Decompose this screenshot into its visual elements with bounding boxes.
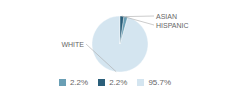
svg-text:WHITE: WHITE bbox=[61, 41, 84, 48]
html-text:2.2%: 2.2% bbox=[109, 78, 128, 87]
svg-text:HISPANIC: HISPANIC bbox=[156, 22, 189, 29]
html-text:2.2%: 2.2% bbox=[69, 78, 89, 87]
svg-text:ASIAN: ASIAN bbox=[156, 13, 177, 20]
html-text:95.7%: 95.7% bbox=[148, 78, 172, 87]
